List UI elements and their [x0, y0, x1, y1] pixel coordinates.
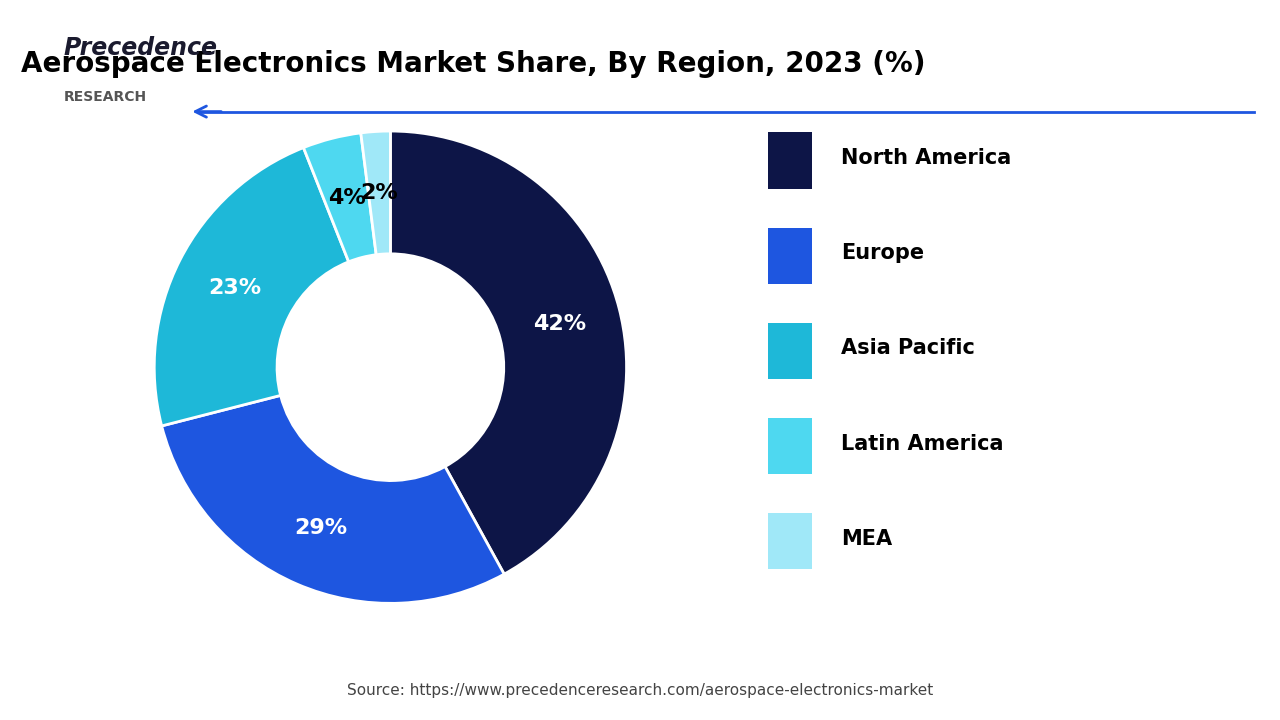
Text: North America: North America [841, 148, 1011, 168]
Text: Aerospace Electronics Market Share, By Region, 2023 (%): Aerospace Electronics Market Share, By R… [22, 50, 925, 78]
Text: Precedence: Precedence [64, 36, 218, 60]
Text: Latin America: Latin America [841, 433, 1004, 454]
FancyBboxPatch shape [768, 418, 812, 474]
Text: 42%: 42% [532, 314, 586, 334]
Text: RESEARCH: RESEARCH [64, 90, 147, 104]
Wedge shape [303, 133, 376, 262]
Text: MEA: MEA [841, 528, 892, 549]
Text: Source: https://www.precedenceresearch.com/aerospace-electronics-market: Source: https://www.precedenceresearch.c… [347, 683, 933, 698]
Text: 2%: 2% [361, 183, 398, 203]
Text: Europe: Europe [841, 243, 924, 264]
Text: 23%: 23% [209, 278, 261, 298]
Text: Asia Pacific: Asia Pacific [841, 338, 975, 359]
FancyBboxPatch shape [768, 228, 812, 284]
Text: 4%: 4% [328, 188, 366, 208]
Wedge shape [155, 148, 348, 426]
FancyBboxPatch shape [768, 323, 812, 379]
Wedge shape [390, 131, 626, 574]
Text: 29%: 29% [294, 518, 348, 538]
Wedge shape [161, 395, 504, 603]
Wedge shape [361, 131, 390, 255]
FancyBboxPatch shape [768, 513, 812, 569]
FancyBboxPatch shape [768, 132, 812, 189]
